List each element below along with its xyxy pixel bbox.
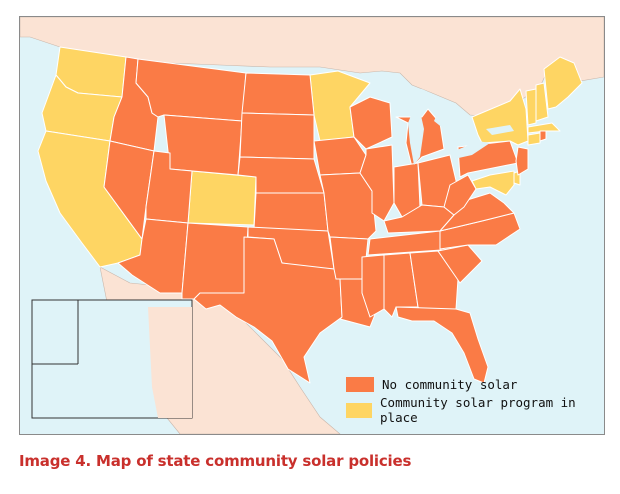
lake-superior [375,87,440,103]
state-ct [527,132,541,146]
state-vt [525,88,537,126]
legend-row-no-policy: No community solar [346,374,604,394]
state-nd [241,72,315,116]
lake-michigan [408,111,424,165]
inset-box [31,299,193,419]
legend-label-policy: Community solar program in place [380,395,576,425]
state-nm [181,222,249,300]
state-sd [239,112,315,160]
legend-label-no-policy: No community solar [382,376,518,392]
lake-ontario [486,125,514,135]
state-ut [145,150,193,224]
state-nh [535,82,549,122]
state-ks [253,192,329,232]
lake-erie [450,141,490,159]
state-nj [515,146,529,176]
state-sc [437,244,483,284]
state-wv [443,174,477,216]
state-ia [313,136,367,176]
lake-huron [434,107,466,143]
state-wy [163,114,243,176]
state-nv [103,140,155,240]
state-me [543,56,583,110]
state-ri [539,130,547,142]
state-fl [395,306,489,384]
state-ms [361,254,385,318]
state-wi [349,96,393,150]
state-il [359,144,395,222]
canada-inset-land [148,307,192,418]
swatch-policy [346,402,373,418]
legend-row-policy: Community solar program in place [346,395,604,425]
us-map [20,17,604,434]
legend: No community solar Community solar progr… [346,374,604,426]
map-frame: No community solar Community solar progr… [19,16,605,435]
state-ma [527,122,561,134]
figure-caption: Image 4. Map of state community solar po… [19,452,412,470]
swatch-no-policy [346,376,374,392]
state-co [187,170,257,226]
